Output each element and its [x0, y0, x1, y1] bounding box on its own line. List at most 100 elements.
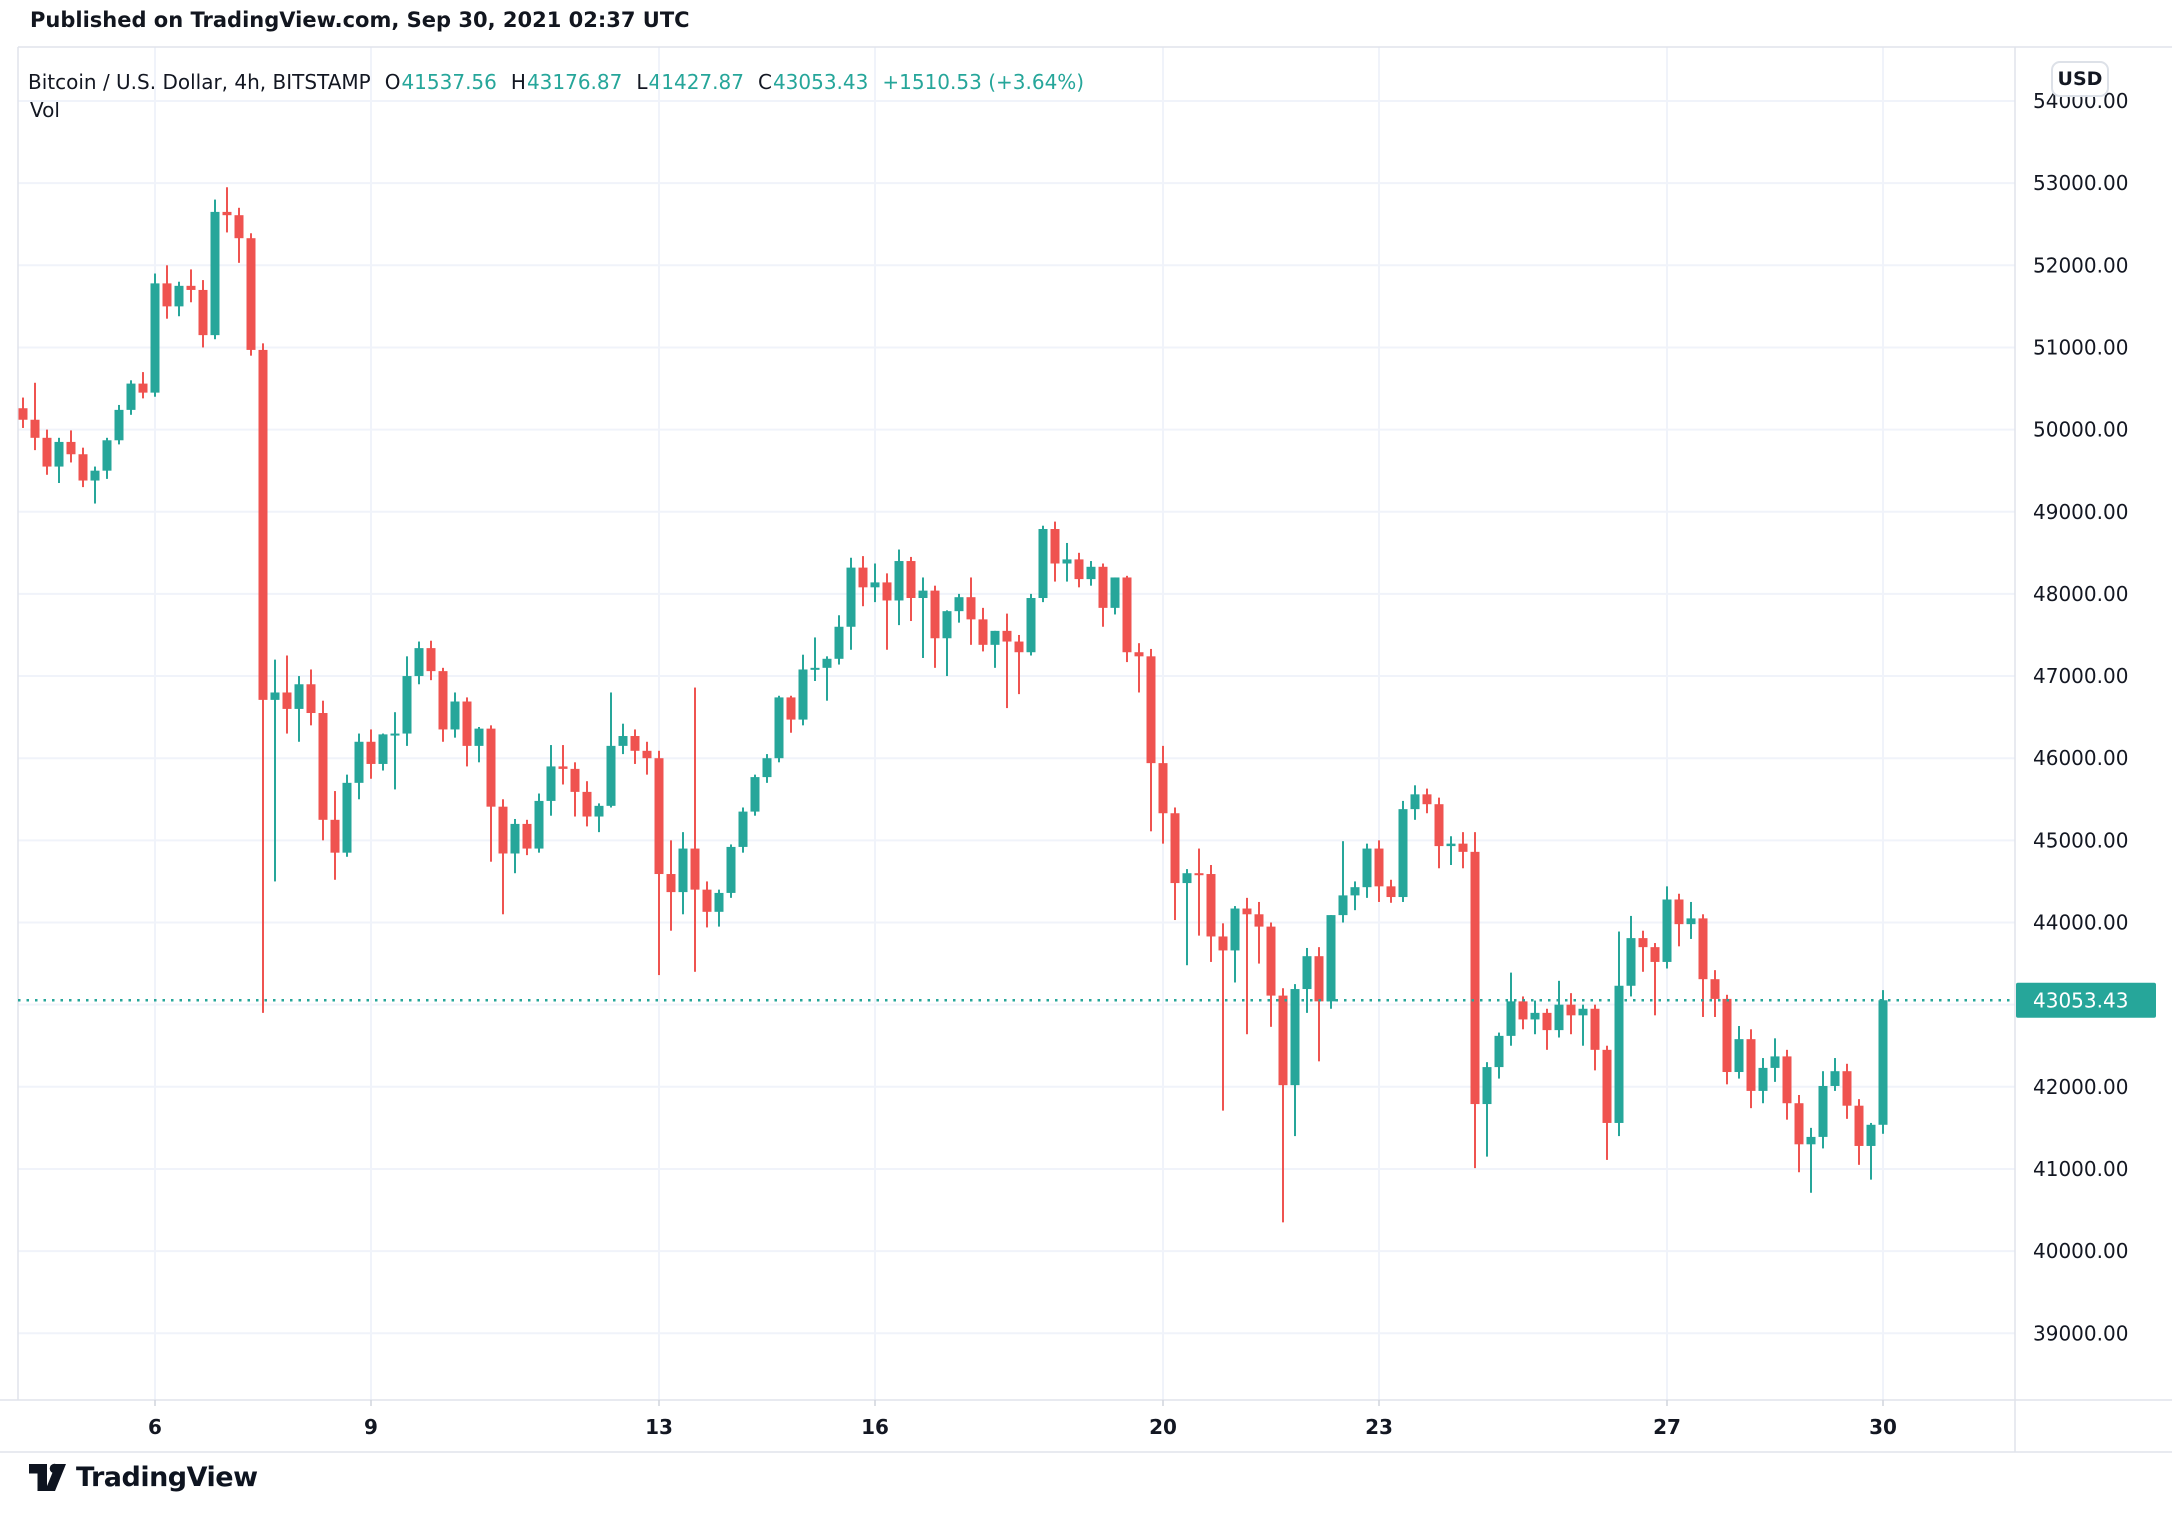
- candle[interactable]: [1554, 980, 1564, 1038]
- candle[interactable]: [186, 269, 196, 303]
- candle[interactable]: [1794, 1095, 1804, 1173]
- candle[interactable]: [1782, 1049, 1792, 1120]
- candle[interactable]: [810, 637, 820, 681]
- candle[interactable]: [762, 754, 772, 783]
- candle[interactable]: [738, 807, 748, 853]
- candle[interactable]: [1374, 840, 1384, 902]
- candle[interactable]: [774, 695, 784, 763]
- candle[interactable]: [1818, 1071, 1828, 1149]
- candle[interactable]: [18, 397, 28, 428]
- candle[interactable]: [558, 745, 568, 785]
- currency-toggle-button[interactable]: USD: [2051, 61, 2109, 97]
- candle[interactable]: [1362, 843, 1372, 898]
- candle[interactable]: [870, 563, 880, 603]
- candle[interactable]: [522, 819, 532, 856]
- candle[interactable]: [678, 832, 688, 915]
- candle[interactable]: [90, 466, 100, 504]
- candle[interactable]: [1878, 990, 1888, 1134]
- candle[interactable]: [1602, 1045, 1612, 1160]
- candle[interactable]: [1650, 943, 1660, 1016]
- candle[interactable]: [1842, 1063, 1852, 1119]
- candle[interactable]: [1014, 634, 1024, 695]
- candle[interactable]: [1074, 552, 1084, 588]
- candle[interactable]: [270, 659, 280, 882]
- candle[interactable]: [1434, 797, 1444, 869]
- candle[interactable]: [954, 593, 964, 623]
- candle[interactable]: [342, 774, 352, 857]
- candle[interactable]: [570, 762, 580, 817]
- candle[interactable]: [918, 577, 928, 658]
- candle[interactable]: [162, 265, 172, 319]
- candle[interactable]: [978, 607, 988, 652]
- candle[interactable]: [1266, 922, 1276, 1027]
- candle[interactable]: [1542, 1008, 1552, 1050]
- candle[interactable]: [594, 803, 604, 833]
- candle[interactable]: [450, 692, 460, 738]
- tradingview-logo[interactable]: TradingView: [28, 1460, 258, 1494]
- candle[interactable]: [798, 654, 808, 726]
- candle[interactable]: [258, 343, 268, 1013]
- candle[interactable]: [1458, 832, 1468, 869]
- candle[interactable]: [714, 889, 724, 927]
- candle[interactable]: [1254, 901, 1264, 964]
- candle[interactable]: [414, 641, 424, 685]
- candle[interactable]: [198, 280, 208, 348]
- candle[interactable]: [1746, 1029, 1756, 1109]
- candle[interactable]: [1866, 1122, 1876, 1180]
- candle[interactable]: [1290, 984, 1300, 1137]
- candle[interactable]: [150, 273, 160, 397]
- candle[interactable]: [726, 844, 736, 898]
- price-scale[interactable]: 54000.0053000.0052000.0051000.0050000.00…: [2033, 89, 2128, 1345]
- candle[interactable]: [486, 725, 496, 862]
- candle[interactable]: [474, 726, 484, 763]
- candle[interactable]: [42, 429, 52, 475]
- candle[interactable]: [786, 695, 796, 733]
- candle[interactable]: [858, 556, 868, 607]
- candle[interactable]: [1110, 577, 1120, 615]
- candle[interactable]: [1506, 972, 1516, 1046]
- candle[interactable]: [1302, 947, 1312, 1013]
- candle[interactable]: [282, 655, 292, 734]
- candle[interactable]: [1326, 915, 1336, 1009]
- candle[interactable]: [1734, 1026, 1744, 1079]
- candle[interactable]: [882, 573, 892, 650]
- candle[interactable]: [1338, 841, 1348, 923]
- candle[interactable]: [1758, 1058, 1768, 1104]
- candle[interactable]: [1206, 864, 1216, 962]
- candle[interactable]: [1002, 613, 1012, 709]
- candle[interactable]: [1698, 914, 1708, 1017]
- time-scale[interactable]: 6 9 13 16 20 23 27 30: [148, 1400, 1897, 1439]
- candle[interactable]: [1182, 869, 1192, 966]
- candle[interactable]: [510, 818, 520, 874]
- candle[interactable]: [1410, 785, 1420, 820]
- candle[interactable]: [1518, 996, 1528, 1030]
- candle[interactable]: [534, 793, 544, 853]
- candle[interactable]: [846, 557, 856, 650]
- candle[interactable]: [174, 281, 184, 317]
- candle[interactable]: [1422, 788, 1432, 814]
- candle[interactable]: [1494, 1032, 1504, 1079]
- candle[interactable]: [1446, 836, 1456, 865]
- candle[interactable]: [462, 697, 472, 767]
- candle[interactable]: [606, 692, 616, 808]
- candle[interactable]: [306, 669, 316, 726]
- candle[interactable]: [1194, 848, 1204, 936]
- symbol-title[interactable]: Bitcoin / U.S. Dollar, 4h, BITSTAMP: [28, 70, 371, 94]
- candle[interactable]: [1158, 745, 1168, 844]
- candle[interactable]: [1134, 643, 1144, 693]
- candle[interactable]: [66, 430, 76, 463]
- candle[interactable]: [1278, 988, 1288, 1223]
- candle[interactable]: [906, 556, 916, 622]
- candle[interactable]: [834, 615, 844, 665]
- candle[interactable]: [642, 741, 652, 775]
- candle[interactable]: [1122, 575, 1132, 663]
- candle[interactable]: [1230, 906, 1240, 983]
- candle[interactable]: [330, 791, 340, 880]
- candle[interactable]: [246, 233, 256, 356]
- candle[interactable]: [1590, 1004, 1600, 1071]
- candle[interactable]: [114, 404, 124, 445]
- candle[interactable]: [54, 437, 64, 483]
- candle[interactable]: [1710, 970, 1720, 1017]
- candle[interactable]: [1026, 593, 1036, 656]
- candle[interactable]: [366, 729, 376, 779]
